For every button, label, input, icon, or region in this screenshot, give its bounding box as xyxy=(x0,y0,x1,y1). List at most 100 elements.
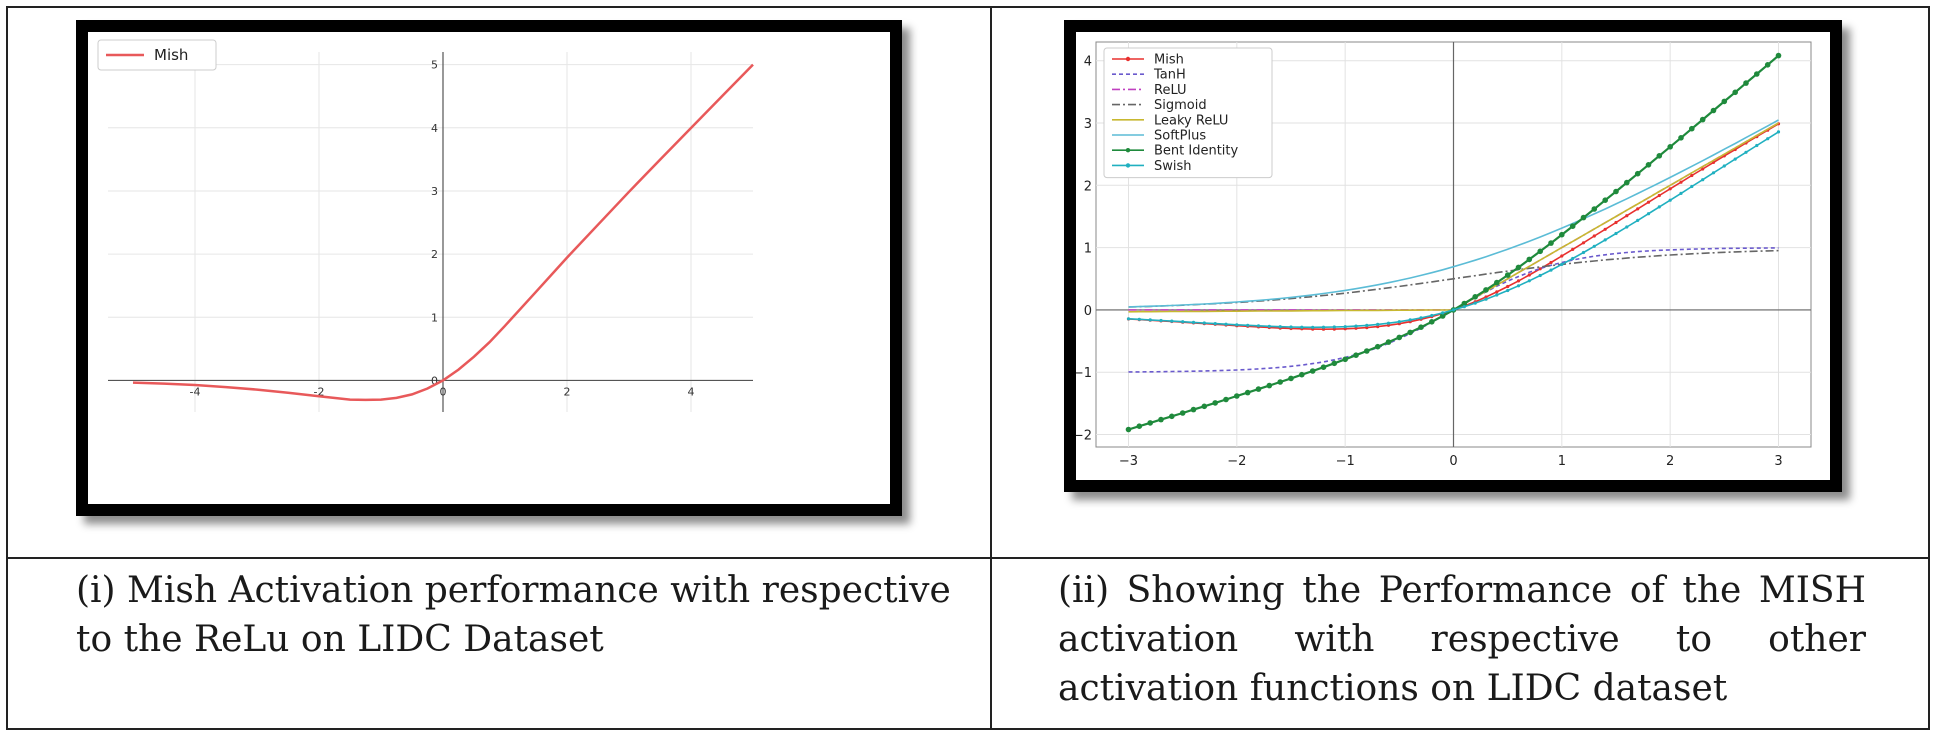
series-marker-bent-identity xyxy=(1483,287,1489,293)
series-marker-swish xyxy=(1679,191,1683,195)
series-marker-bent-identity xyxy=(1244,389,1251,396)
y-tick-label: 3 xyxy=(431,185,438,198)
x-tick-label: -2 xyxy=(314,385,325,398)
series-marker-mish xyxy=(1549,260,1553,265)
series-marker-swish xyxy=(1256,324,1261,328)
series-marker-swish xyxy=(1744,150,1748,154)
series-marker-swish xyxy=(1701,178,1705,182)
series-marker-mish xyxy=(1592,234,1596,238)
series-marker-mish xyxy=(1657,193,1661,198)
x-tick-label: 0 xyxy=(1449,454,1457,469)
x-tick-label: 2 xyxy=(1666,454,1674,469)
series-marker-bent-identity xyxy=(1526,256,1533,263)
series-marker-swish xyxy=(1636,218,1640,222)
series-marker-bent-identity xyxy=(1331,360,1338,367)
legend-label-tanh: TanH xyxy=(1153,68,1186,83)
series-marker-swish xyxy=(1170,319,1174,323)
mish-chart-panel: -4 -2 0 2 4 0 1 2 3 4 5 Mish xyxy=(76,20,902,516)
series-marker-bent-identity xyxy=(1364,348,1370,354)
series-marker-mish xyxy=(1495,290,1499,294)
series-marker-swish xyxy=(1516,284,1521,288)
series-marker-swish xyxy=(1603,238,1607,242)
series-marker-bent-identity xyxy=(1472,294,1478,300)
series-marker-bent-identity xyxy=(1158,416,1164,423)
series-marker-mish xyxy=(1701,167,1705,171)
series-marker-swish xyxy=(1538,273,1542,278)
series-marker-swish xyxy=(1581,250,1586,255)
activations-chart-panel: −3 −2 −1 0 1 2 3 −2 −1 0 1 2 3 4 Mish TanH ReLU Sigmoid Le… xyxy=(1064,20,1842,492)
series-marker-swish xyxy=(1625,225,1629,229)
series-marker-swish xyxy=(1560,262,1564,266)
legend-label-leaky-relu: Leaky ReLU xyxy=(1154,113,1228,128)
series-marker-swish xyxy=(1733,157,1737,161)
caption-left: (i) Mish Activation performance with res… xyxy=(76,570,951,660)
series-marker-mish xyxy=(1603,227,1607,231)
series-marker-bent-identity xyxy=(1407,329,1413,336)
legend-label-mish: Mish xyxy=(1154,53,1184,68)
y-tick-label: 0 xyxy=(1084,304,1092,319)
series-marker-bent-identity xyxy=(1353,352,1359,359)
series-marker-mish xyxy=(1581,241,1586,245)
legend-label-swish: Swish xyxy=(1154,159,1192,174)
series-marker-bent-identity xyxy=(1591,206,1598,212)
series-marker-mish xyxy=(1376,325,1380,329)
y-tick-label: 1 xyxy=(1084,242,1092,257)
series-marker-swish xyxy=(1397,320,1401,324)
series-marker-swish xyxy=(1137,317,1141,321)
series-marker-mish xyxy=(1571,247,1575,251)
series-marker-mish xyxy=(1625,214,1629,218)
series-marker-bent-identity xyxy=(1602,197,1608,203)
x-tick-label: −2 xyxy=(1227,454,1246,469)
series-marker-swish xyxy=(1365,323,1369,327)
series-marker-swish xyxy=(1191,320,1196,324)
series-line-softplus xyxy=(1128,119,1779,308)
x-tick-label: 2 xyxy=(564,385,571,398)
series-marker-bent-identity xyxy=(1277,379,1283,385)
series-marker-swish xyxy=(1722,164,1726,168)
series-marker-swish xyxy=(1267,324,1271,328)
series-marker-bent-identity xyxy=(1494,279,1500,286)
series-marker-mish xyxy=(1614,220,1618,225)
mish-chart: -4 -2 0 2 4 0 1 2 3 4 5 Mish xyxy=(97,39,754,412)
series-marker-bent-identity xyxy=(1309,368,1316,374)
series-marker-bent-identity xyxy=(1147,420,1153,426)
series-marker-swish xyxy=(1776,130,1781,134)
series-marker-swish xyxy=(1332,325,1336,329)
series-marker-swish xyxy=(1246,323,1250,327)
activations-chart: −3 −2 −1 0 1 2 3 −2 −1 0 1 2 3 4 MishTanHReLUSigmoidLe… xyxy=(1076,41,1812,469)
series-marker-swish xyxy=(1300,325,1304,329)
series-marker-mish xyxy=(1354,326,1358,330)
series-marker-swish xyxy=(1473,301,1477,305)
series-marker-swish xyxy=(1213,322,1217,326)
series-marker-swish xyxy=(1690,184,1694,189)
series-marker-bent-identity xyxy=(1385,339,1392,345)
legend-label: Mish xyxy=(154,46,188,64)
series-marker-mish xyxy=(1679,180,1683,184)
series-marker-swish xyxy=(1451,308,1456,312)
series-marker-mish xyxy=(1560,254,1564,258)
y-tick-label: −1 xyxy=(1076,366,1092,381)
y-tick-label: 0 xyxy=(431,374,438,387)
series-marker-swish xyxy=(1592,244,1596,248)
y-tick-label: 1 xyxy=(431,311,438,324)
series-marker-bent-identity xyxy=(1537,248,1543,255)
series-marker-bent-identity xyxy=(1461,300,1468,307)
series-marker-swish xyxy=(1495,293,1499,297)
legend-marker-mish xyxy=(1125,56,1131,62)
series-marker-bent-identity xyxy=(1439,313,1446,319)
series-marker-swish xyxy=(1711,171,1716,175)
series-marker-swish xyxy=(1224,322,1228,326)
legend-marker-bent-identity xyxy=(1125,148,1131,153)
series-marker-bent-identity xyxy=(1212,400,1218,406)
series-marker-mish xyxy=(1484,295,1488,299)
series-marker-swish xyxy=(1408,318,1412,322)
series-marker-swish xyxy=(1484,297,1488,301)
series-marker-swish xyxy=(1311,325,1315,329)
series-marker-bent-identity xyxy=(1223,396,1229,403)
series-marker-bent-identity xyxy=(1504,272,1511,278)
series-marker-mish xyxy=(1668,187,1672,191)
series-marker-mish xyxy=(1516,279,1521,283)
legend-label-softplus: SoftPlus xyxy=(1154,129,1206,144)
series-marker-swish xyxy=(1148,318,1152,322)
